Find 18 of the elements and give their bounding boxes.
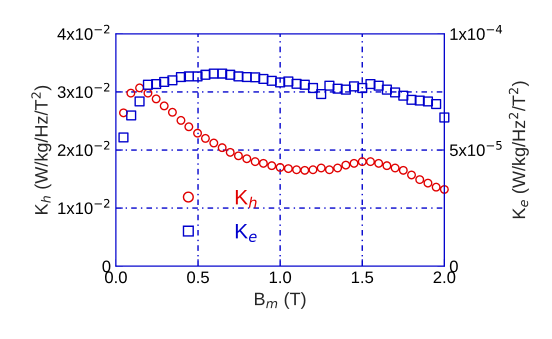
legend-label: K$_{h}$ bbox=[236, 190, 257, 208]
y-tick-label: 1x10$^{−2}$ bbox=[58, 198, 110, 214]
y-tick-label: 4x10$^{−2}$ bbox=[57, 24, 110, 40]
y2-tick-label: 1x10$^{−4}$ bbox=[450, 24, 502, 40]
y2-tick-label: 5x10$^{−5}$ bbox=[450, 141, 502, 156]
y-tick-label: 2x10$^{−2}$ bbox=[58, 140, 110, 156]
legend-label: K$_{e}$ bbox=[236, 224, 257, 242]
x-tick-label: 0.0 bbox=[104, 271, 127, 284]
y-tick-label: 0 bbox=[102, 260, 110, 272]
x-tick-label: 1.5 bbox=[352, 272, 374, 284]
y2-axis-title: K$_{e}$ (W/kg/Hz$^{2}$/T$^{2}$) bbox=[508, 82, 529, 218]
y-axis-title: K$_{h}$ (W/kg/Hz/T$^{2}$) bbox=[31, 86, 52, 214]
x-axis-title: B$_{m}$ (T) bbox=[254, 292, 306, 309]
x-tick-label: 0.5 bbox=[187, 271, 209, 284]
x-tick-label: 1.0 bbox=[270, 271, 292, 284]
y-tick-label: 3x10$^{−2}$ bbox=[58, 82, 110, 98]
y2-tick-label: 0 bbox=[450, 260, 458, 272]
x-tick-label: 2.0 bbox=[434, 271, 456, 284]
